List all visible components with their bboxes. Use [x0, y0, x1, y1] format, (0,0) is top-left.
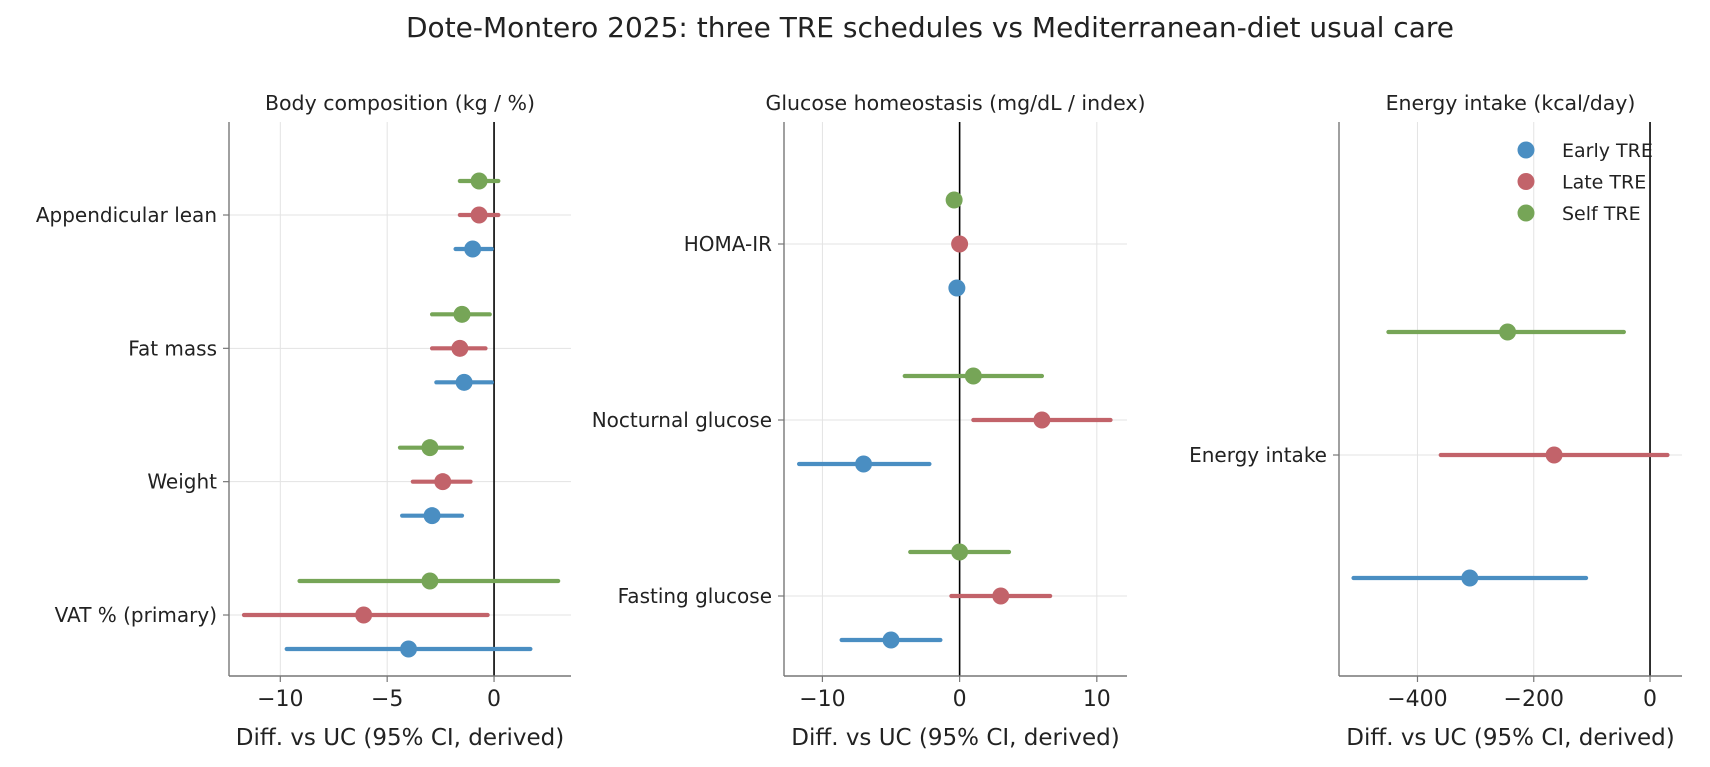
y-category-label: VAT % (primary) [55, 603, 217, 627]
legend-marker-late-tre [1517, 173, 1535, 190]
legend: Early TRE Late TRE Self TRE [1517, 140, 1653, 225]
early-tre-point [882, 631, 900, 649]
late-tre-point [470, 206, 488, 224]
late-tre-point [992, 587, 1010, 605]
self-tre-point [453, 305, 471, 323]
late-tre-point [951, 235, 969, 253]
y-category-label: Energy intake [1189, 443, 1327, 467]
legend-marker-early-tre [1517, 141, 1535, 159]
y-category-label: HOMA-IR [684, 232, 772, 256]
early-tre-point [948, 279, 966, 297]
self-tre-point [945, 191, 963, 209]
x-axis-label: Diff. vs UC (95% CI, derived) [1346, 725, 1674, 751]
x-tick-label: 0 [953, 687, 967, 712]
legend-label-early-tre: Early TRE [1562, 140, 1653, 162]
x-tick-label: 10 [1083, 687, 1111, 712]
late-tre-point [1545, 446, 1563, 464]
x-axis-label: Diff. vs UC (95% CI, derived) [791, 725, 1119, 751]
x-tick-label: −5 [371, 687, 403, 712]
early-tre-point [1461, 569, 1479, 587]
y-category-label: Fat mass [128, 336, 217, 360]
panel-glucose-homeostasis: −10 0 10 HOMA-IR Nocturnal glucose Fasting gl… [592, 91, 1146, 751]
self-tre-point [470, 172, 488, 190]
x-tick-label: 0 [487, 687, 501, 712]
late-tre-point [451, 339, 469, 357]
x-tick-label: −200 [1504, 687, 1564, 712]
x-tick-label: 0 [1643, 687, 1657, 712]
early-tre-point [455, 373, 473, 391]
legend-label-late-tre: Late TRE [1562, 172, 1646, 194]
panel-body-composition: −10 −5 0 Appendicular lean Fat mass Weight VAT… [36, 91, 571, 751]
y-category-label: Fasting glucose [618, 584, 772, 608]
self-tre-point [951, 543, 969, 561]
panel-energy-intake: −400 −200 0 Energy intake Energy intake (kca… [1189, 91, 1682, 751]
late-tre-point [1033, 411, 1051, 429]
y-category-label: Weight [147, 470, 217, 494]
early-tre-point [423, 507, 441, 525]
panel-title: Energy intake (kcal/day) [1386, 91, 1636, 115]
y-category-label: Appendicular lean [36, 203, 217, 227]
x-tick-label: −10 [799, 687, 845, 712]
legend-label-self-tre: Self TRE [1562, 203, 1641, 225]
self-tre-point [421, 572, 439, 590]
early-tre-point [855, 455, 873, 473]
early-tre-point [400, 640, 418, 658]
x-tick-label: −10 [257, 687, 303, 712]
early-tre-point [464, 240, 482, 258]
y-category-label: Nocturnal glucose [592, 408, 772, 432]
self-tre-point [421, 439, 439, 457]
self-tre-point [964, 367, 982, 385]
late-tre-point [434, 473, 452, 491]
late-tre-point [355, 606, 373, 624]
panel-title: Glucose homeostasis (mg/dL / index) [765, 91, 1145, 115]
x-tick-label: −400 [1387, 687, 1447, 712]
x-axis-label: Diff. vs UC (95% CI, derived) [236, 725, 564, 751]
figure-title: Dote-Montero 2025: three TRE schedules v… [406, 11, 1454, 44]
self-tre-point [1499, 323, 1517, 341]
legend-marker-self-tre [1517, 204, 1535, 222]
panel-title: Body composition (kg / %) [265, 91, 535, 115]
